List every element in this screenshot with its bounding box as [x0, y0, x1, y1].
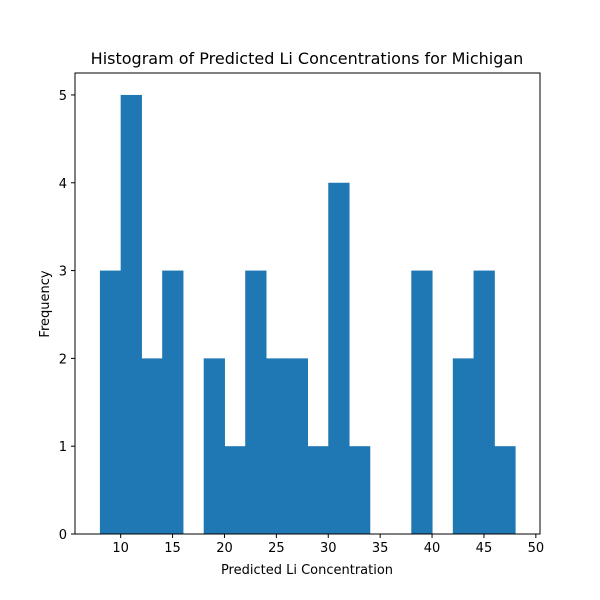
histogram-bar	[349, 446, 371, 534]
x-tick-label: 40	[424, 541, 441, 556]
histogram-bar	[411, 270, 433, 534]
histogram-bar	[141, 358, 163, 534]
histogram-bar	[494, 446, 516, 534]
x-tick-label: 10	[112, 541, 129, 556]
histogram-bar	[224, 446, 246, 534]
y-axis-label: Frequency	[38, 270, 53, 337]
chart-title: Histogram of Predicted Li Concentrations…	[91, 49, 524, 68]
histogram-bar	[99, 270, 122, 534]
x-tick-label: 35	[372, 541, 389, 556]
histogram-bar	[328, 182, 350, 534]
x-tick-label: 15	[164, 541, 181, 556]
histogram-bar	[120, 94, 142, 534]
histogram-bar	[452, 358, 475, 534]
y-ticks: 0 1 2 3 4 5	[59, 89, 75, 543]
y-tick-label: 2	[59, 352, 67, 367]
histogram-bar	[203, 358, 225, 534]
y-tick-label: 4	[59, 177, 67, 192]
histogram-bar	[286, 358, 308, 534]
x-axis-label: Predicted Li Concentration	[221, 563, 393, 578]
x-tick-label: 25	[268, 541, 285, 556]
histogram-bar	[162, 270, 184, 534]
histogram-bar	[245, 270, 267, 534]
histogram-bar	[307, 446, 329, 534]
x-tick-label: 50	[528, 541, 545, 556]
histogram-bar	[473, 270, 495, 534]
y-tick-label: 0	[59, 528, 67, 543]
x-tick-label: 30	[320, 541, 337, 556]
x-ticks: 10 15 20 25 30 35 40 45 50	[112, 534, 544, 556]
y-tick-label: 3	[59, 265, 67, 280]
bars-group	[99, 94, 516, 534]
histogram-bar	[265, 358, 288, 534]
y-tick-label: 5	[59, 89, 67, 104]
y-tick-label: 1	[59, 440, 67, 455]
x-tick-label: 20	[216, 541, 233, 556]
x-tick-label: 45	[476, 541, 493, 556]
plot-frame	[74, 72, 541, 535]
